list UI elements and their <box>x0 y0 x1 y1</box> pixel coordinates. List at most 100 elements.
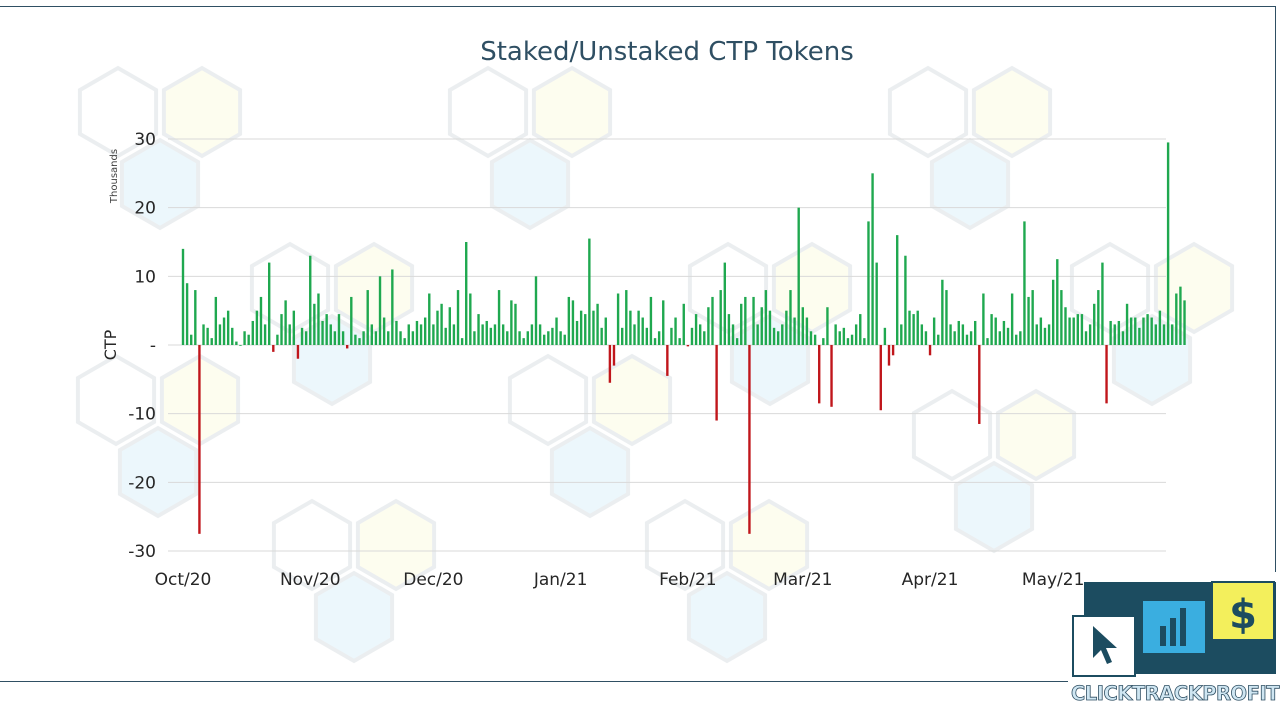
y-tick-label: 20 <box>134 199 156 219</box>
bar <box>789 290 792 345</box>
bar <box>522 338 525 345</box>
x-tick-label: Jan/21 <box>533 570 588 590</box>
bar <box>1093 303 1096 345</box>
bar <box>374 331 378 345</box>
bar <box>690 327 694 345</box>
bar <box>423 317 427 345</box>
bar <box>444 327 447 345</box>
bar <box>785 310 788 345</box>
bar <box>924 331 928 345</box>
bar <box>961 324 965 345</box>
bar <box>674 317 677 345</box>
bar <box>1154 324 1157 345</box>
bar <box>653 338 657 345</box>
bar <box>300 327 304 345</box>
bar <box>231 327 234 345</box>
bar <box>563 334 566 345</box>
watermark-hex-cluster <box>249 241 415 407</box>
bar <box>818 345 821 404</box>
bar <box>1043 327 1047 345</box>
bar <box>530 324 534 345</box>
bar <box>575 320 579 345</box>
bar <box>842 327 846 345</box>
bar <box>916 310 919 345</box>
bar <box>793 317 796 345</box>
bar <box>969 331 973 345</box>
y-tick-label: -30 <box>128 542 156 562</box>
bar <box>181 248 185 345</box>
bar <box>834 324 837 345</box>
frame-line-right <box>1275 6 1276 572</box>
y-tick-label: - <box>150 336 156 356</box>
bar <box>485 320 488 345</box>
bar <box>497 290 501 345</box>
bar <box>1109 320 1112 345</box>
bar <box>686 345 690 347</box>
bar <box>707 307 710 345</box>
bar <box>493 324 497 345</box>
bar <box>382 317 386 345</box>
brand-logo: $ <box>1072 581 1276 677</box>
bar <box>1150 317 1153 345</box>
bar <box>1113 324 1116 345</box>
watermark-hex-cluster <box>887 65 1053 231</box>
bar <box>896 235 899 345</box>
bar <box>337 314 341 345</box>
bar <box>1019 331 1022 345</box>
bar <box>222 317 226 345</box>
bar <box>657 331 661 345</box>
bar <box>276 334 279 345</box>
bar <box>846 338 850 345</box>
bar <box>190 334 193 345</box>
bar <box>1010 293 1014 345</box>
bar <box>1175 293 1178 345</box>
bar <box>370 324 374 345</box>
bar <box>1088 324 1092 345</box>
bar <box>239 345 242 346</box>
bar <box>460 338 464 345</box>
bar <box>407 324 410 345</box>
bar <box>210 338 213 345</box>
bar <box>440 303 443 345</box>
bar <box>559 331 562 345</box>
bar <box>666 345 669 376</box>
bar <box>698 324 702 345</box>
bar <box>235 341 238 345</box>
bar <box>510 300 513 345</box>
frame-line-top <box>0 6 1276 7</box>
bar <box>662 300 665 345</box>
bar <box>1031 290 1034 345</box>
bar <box>744 296 747 345</box>
watermark-pattern <box>75 65 1235 664</box>
bar <box>263 324 267 345</box>
bar <box>891 345 895 356</box>
bar <box>723 262 726 345</box>
bar <box>621 327 624 345</box>
bar <box>629 310 632 345</box>
watermark-hex-cluster <box>911 388 1077 554</box>
bar <box>506 331 509 345</box>
x-tick-label: Oct/20 <box>155 570 212 590</box>
bar <box>448 307 451 345</box>
y-tick-label: 30 <box>134 130 156 150</box>
bar <box>633 324 636 345</box>
bar <box>1142 317 1145 345</box>
bar <box>395 320 398 345</box>
y-axis-ticks: 30 20 10 - -10 -20 -30 <box>128 130 156 562</box>
bar <box>538 324 542 345</box>
bar <box>358 338 361 345</box>
bar <box>284 300 287 345</box>
bar <box>1134 317 1137 345</box>
y-tick-label: -10 <box>128 405 156 425</box>
bar <box>764 290 768 345</box>
bar <box>1080 314 1084 345</box>
bar <box>567 296 571 345</box>
watermark-hex-cluster <box>507 353 673 519</box>
bar <box>387 331 390 345</box>
bar <box>904 255 907 345</box>
bar <box>288 324 291 345</box>
bar <box>313 303 316 345</box>
bar <box>456 290 460 345</box>
bar <box>452 324 456 345</box>
dollar-icon: $ <box>1211 581 1275 641</box>
